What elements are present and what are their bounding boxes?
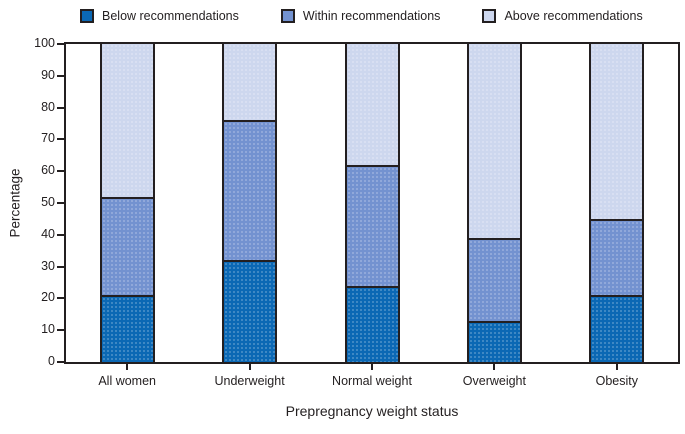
- y-tick-mark: [57, 265, 64, 268]
- y-tick-label: 10: [41, 322, 55, 337]
- legend-label-above: Above recommendations: [504, 9, 643, 23]
- bar-underweight: [222, 44, 278, 362]
- y-tick-mark: [57, 138, 64, 141]
- x-category-label: All women: [98, 374, 157, 388]
- x-tick-mark: [371, 364, 373, 370]
- plot-area: [64, 42, 680, 364]
- y-tick-label: 20: [41, 290, 55, 305]
- bar-obesity: [589, 44, 645, 362]
- y-tick-mark: [57, 361, 64, 363]
- y-tick-mark: [57, 170, 64, 173]
- y-tick-mark: [57, 74, 64, 77]
- segment-within: [224, 120, 276, 261]
- segment-below: [346, 285, 398, 362]
- x-category-label: Overweight: [462, 374, 526, 388]
- y-tick-label: 40: [41, 226, 55, 241]
- y-tick-label: 0: [48, 354, 55, 368]
- y-tick-label: 60: [41, 163, 55, 178]
- x-tick-mark: [248, 364, 251, 370]
- y-tick-label: 50: [41, 195, 55, 209]
- y-tick-label: 30: [41, 258, 55, 273]
- bar-all-women: [99, 44, 155, 362]
- y-axis-title: Percentage: [7, 168, 23, 238]
- y-tick-mark: [57, 297, 64, 300]
- bar-overweight: [466, 44, 522, 362]
- segment-above: [468, 44, 520, 238]
- segment-above: [591, 44, 643, 219]
- legend-label-within: Within recommendations: [302, 9, 441, 23]
- x-category-label: Normal weight: [332, 374, 412, 388]
- segment-within: [591, 218, 643, 296]
- bar-normal-weight: [344, 44, 400, 362]
- y-tick-mark: [57, 43, 64, 45]
- segment-above: [101, 44, 153, 197]
- segment-within: [346, 164, 398, 286]
- y-tick-label: 90: [41, 67, 55, 82]
- y-tick-mark: [57, 329, 64, 332]
- x-tick-mark: [126, 364, 129, 370]
- legend-label-below: Below recommendations: [102, 9, 239, 23]
- segment-above: [224, 44, 276, 121]
- legend-item-within: Within recommendations: [280, 9, 441, 23]
- legend-item-below: Below recommendations: [80, 9, 239, 23]
- legend-swatch-below-icon: [80, 9, 94, 23]
- segment-below: [224, 260, 276, 362]
- y-tick-label: 100: [34, 36, 55, 50]
- y-tick-mark: [57, 202, 64, 204]
- segment-below: [591, 295, 643, 362]
- legend-swatch-above-icon: [482, 9, 497, 23]
- chart-legend: Below recommendations Within recommendat…: [80, 9, 643, 23]
- y-tick-label: 70: [41, 131, 55, 146]
- y-tick-mark: [57, 233, 64, 236]
- segment-within: [101, 196, 153, 296]
- y-tick-mark: [57, 106, 64, 109]
- segment-above: [346, 44, 398, 165]
- x-category-label: Obesity: [595, 374, 638, 388]
- legend-swatch-within-icon: [280, 9, 295, 23]
- y-tick-label: 80: [41, 99, 55, 114]
- x-axis-title: Prepregnancy weight status: [285, 403, 459, 419]
- segment-below: [101, 295, 153, 362]
- x-category-label: Underweight: [214, 374, 285, 388]
- segment-within: [468, 238, 520, 321]
- legend-item-above: Above recommendations: [482, 9, 643, 23]
- segment-below: [468, 320, 520, 362]
- x-tick-mark: [615, 364, 618, 370]
- x-tick-mark: [493, 364, 496, 370]
